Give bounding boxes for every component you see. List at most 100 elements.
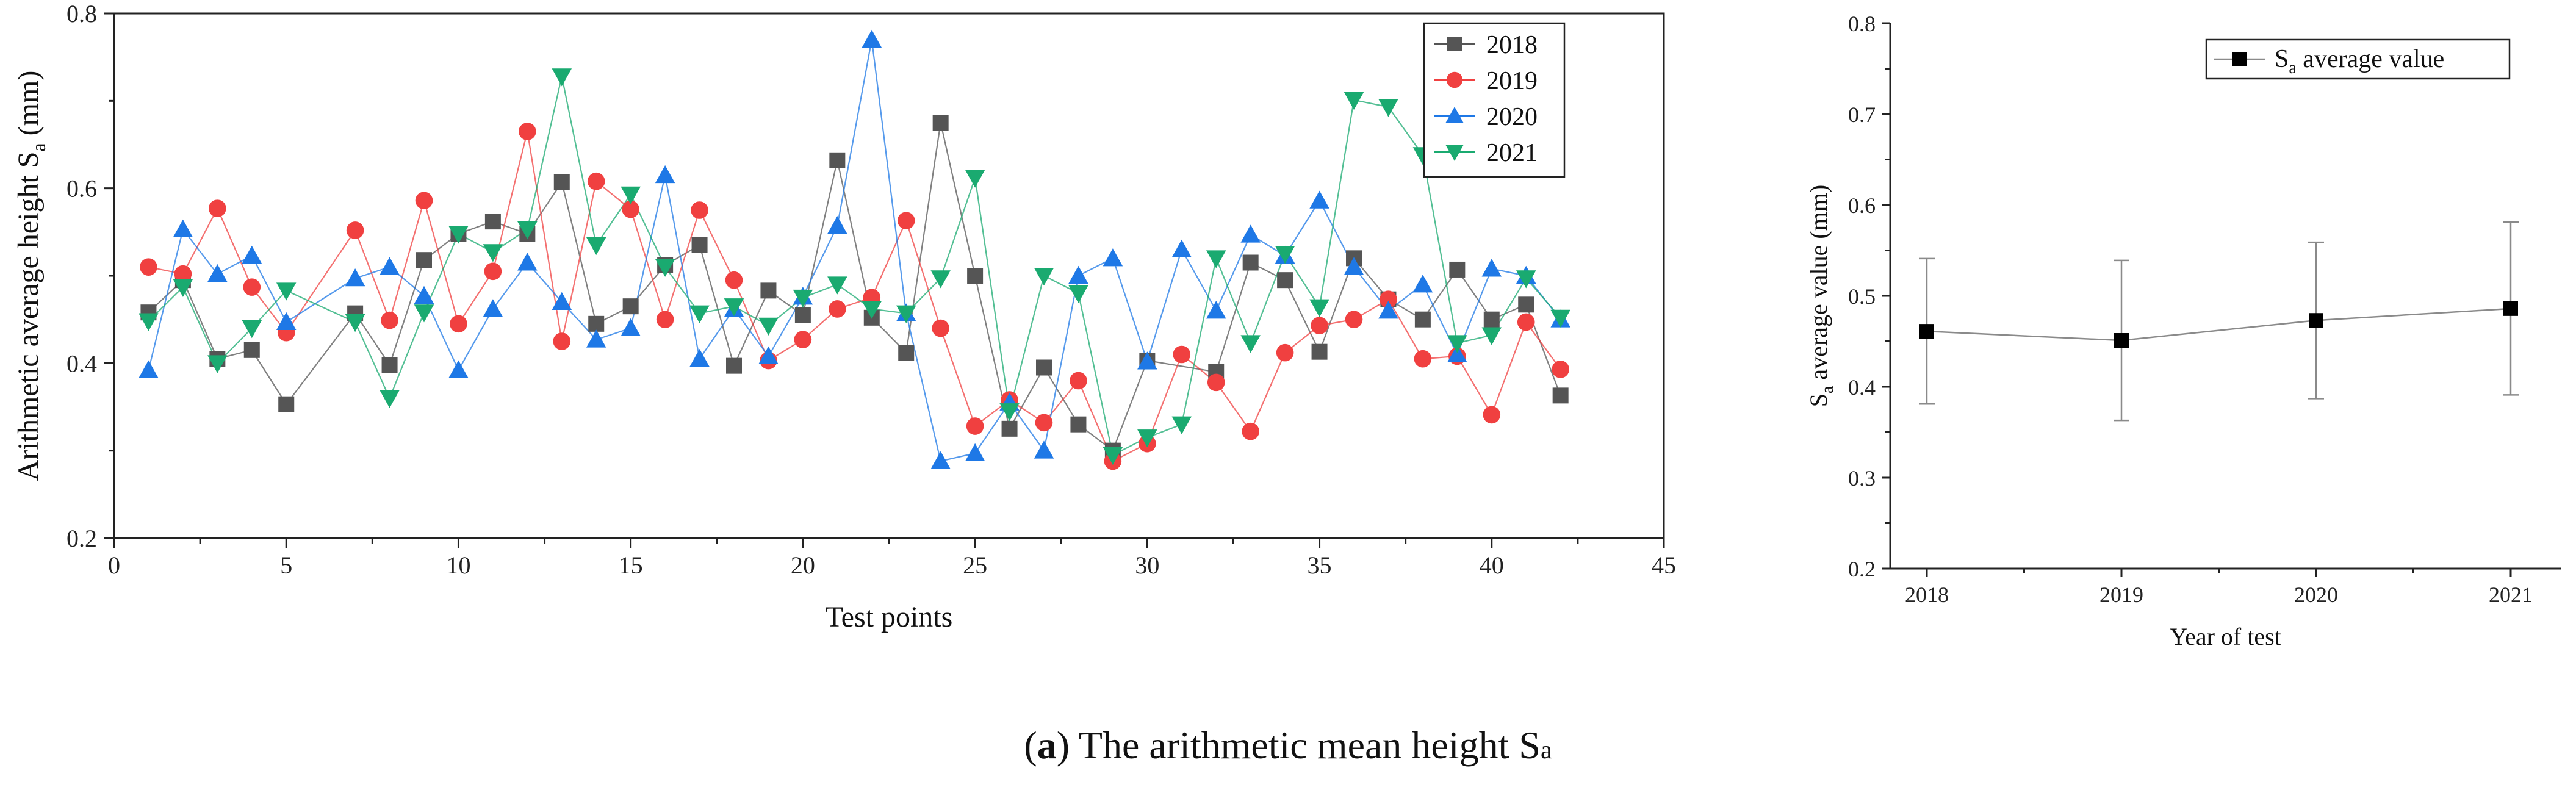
data-point-2018 xyxy=(691,237,708,253)
data-point-2020 xyxy=(483,299,503,317)
y-axis-title-unit: (mm) xyxy=(12,71,45,143)
data-point-2021 xyxy=(999,403,1020,422)
caption-text: The arithmetic mean height S xyxy=(1070,724,1541,767)
data-point-2019 xyxy=(587,172,605,190)
data-point-2018 xyxy=(1414,311,1431,328)
data-point-2018 xyxy=(1518,296,1534,313)
data-point-2020 xyxy=(1447,344,1467,362)
data-point-2019 xyxy=(1276,343,1294,362)
data-point-2018 xyxy=(726,357,742,374)
y-tick-label: 0.7 xyxy=(1848,102,1876,127)
data-point-2020 xyxy=(1309,190,1329,209)
legend-marker-2021 xyxy=(1445,145,1464,161)
data-point-2019 xyxy=(1242,422,1259,440)
data-point-2021 xyxy=(1481,327,1502,345)
legend-label-2020: 2020 xyxy=(1486,103,1538,131)
data-point-2018 xyxy=(1449,261,1466,278)
data-point-2021 xyxy=(1171,416,1192,434)
data-point-2019 xyxy=(346,221,364,239)
data-point-2020 xyxy=(414,285,434,304)
y-tick-label: 0.5 xyxy=(1848,284,1876,309)
data-point-2019 xyxy=(691,201,708,219)
y-axis-title-rest: average value (mm) xyxy=(1805,185,1832,386)
legend-marker-2018 xyxy=(1447,37,1462,51)
data-point-2020 xyxy=(517,253,538,271)
average-line xyxy=(1926,307,2511,342)
data-point-2020 xyxy=(1034,440,1054,459)
legend-label: Sa average value xyxy=(2275,45,2444,77)
data-point-2019 xyxy=(1345,311,1363,328)
data-point-2021 xyxy=(1378,99,1398,117)
legend-marker xyxy=(2232,52,2247,66)
data-point-2018 xyxy=(1483,311,1500,328)
data-point-2021 xyxy=(414,304,434,323)
y-axis-title-s: S xyxy=(1805,393,1832,407)
data-point-2021 xyxy=(1240,335,1261,353)
data-point-2020 xyxy=(139,360,159,378)
figure-caption: (a) The arithmetic mean height Sa xyxy=(1024,724,1552,767)
legend-label-2019: 2019 xyxy=(1486,67,1538,95)
legend-label-2018: 2018 xyxy=(1486,31,1538,59)
data-point-2021 xyxy=(448,226,469,244)
data-point-2020 xyxy=(1412,275,1433,293)
data-point-2020 xyxy=(1171,239,1192,257)
data-point-2018 xyxy=(588,315,605,332)
data-point-2019 xyxy=(656,311,674,328)
x-tick-label: 10 xyxy=(446,551,470,579)
data-point-2019 xyxy=(450,315,467,333)
x-tick-label: 45 xyxy=(1652,551,1676,579)
data-point-2019 xyxy=(1414,350,1432,368)
data-point-2021 xyxy=(207,355,228,373)
data-point-2019 xyxy=(897,212,915,230)
legend-label-sub: a xyxy=(2289,59,2297,77)
average-point xyxy=(2503,301,2518,316)
data-point-2021 xyxy=(1344,92,1364,110)
data-point-2018 xyxy=(1001,420,1018,437)
data-point-2020 xyxy=(862,29,882,48)
data-point-2021 xyxy=(724,298,744,317)
legend-label-s: S xyxy=(2275,45,2289,73)
y-tick-label: 0.6 xyxy=(67,175,97,203)
data-point-2021 xyxy=(689,305,710,323)
data-point-2019 xyxy=(1380,290,1397,309)
data-point-2018 xyxy=(967,268,984,284)
data-point-2019 xyxy=(140,258,157,276)
data-point-2018 xyxy=(622,298,639,315)
x-axis-title: Test points xyxy=(826,601,953,633)
data-point-2021 xyxy=(793,289,813,308)
data-point-2021 xyxy=(1275,246,1295,264)
y-tick-label: 0.2 xyxy=(1848,557,1876,581)
data-point-2021 xyxy=(655,259,675,277)
data-point-2018 xyxy=(1277,272,1293,289)
data-point-2021 xyxy=(586,237,606,256)
data-point-2018 xyxy=(1242,254,1259,271)
data-point-2019 xyxy=(174,265,192,283)
data-point-2019 xyxy=(1173,345,1191,364)
data-point-2020 xyxy=(827,216,847,234)
x-tick-label: 5 xyxy=(280,551,292,579)
average-point xyxy=(2309,313,2323,328)
data-point-2018 xyxy=(243,342,260,358)
data-point-2021 xyxy=(1206,250,1226,268)
data-point-2021 xyxy=(896,305,916,323)
data-point-2021 xyxy=(139,313,159,331)
data-point-2021 xyxy=(517,221,538,240)
data-point-2020 xyxy=(276,312,297,330)
x-tick-label: 15 xyxy=(619,551,643,579)
x-tick-label: 2021 xyxy=(2489,583,2533,607)
data-point-2020 xyxy=(552,292,572,310)
data-point-2019 xyxy=(1035,414,1053,432)
data-point-2020 xyxy=(173,219,193,238)
data-point-2019 xyxy=(966,417,984,435)
legend-marker-2020 xyxy=(1445,107,1464,123)
data-point-2020 xyxy=(345,268,365,287)
data-point-2019 xyxy=(794,331,812,348)
data-point-2021 xyxy=(173,279,193,297)
series-line-2018 xyxy=(148,122,1561,452)
data-point-2019 xyxy=(415,192,433,210)
y-tick-label: 0.4 xyxy=(1848,375,1876,400)
data-point-2019 xyxy=(1552,361,1569,378)
data-point-2020 xyxy=(1240,224,1261,243)
y-axis-title-sub: a xyxy=(27,143,49,151)
y-tick-label: 0.3 xyxy=(1848,466,1876,490)
